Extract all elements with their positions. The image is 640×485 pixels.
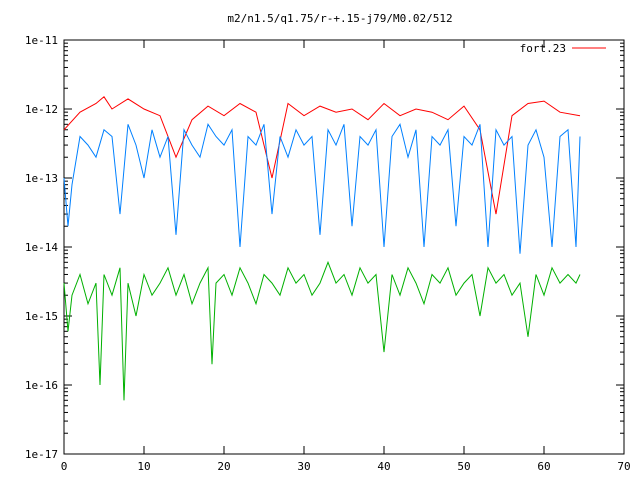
y-tick-label: 1e-16 <box>25 379 58 392</box>
y-tick-label: 1e-13 <box>25 172 58 185</box>
chart-title: m2/n1.5/q1.75/r-+.15-j79/M0.02/512 <box>227 12 452 25</box>
y-tick-label: 1e-15 <box>25 310 58 323</box>
x-tick-label: 20 <box>217 460 230 473</box>
y-tick-label: 1e-17 <box>25 448 58 461</box>
y-tick-label: 1e-11 <box>25 34 58 47</box>
x-tick-label: 10 <box>137 460 150 473</box>
series-line-1 <box>63 96 581 215</box>
x-tick-label: 60 <box>537 460 550 473</box>
x-tick-label: 0 <box>61 460 68 473</box>
legend: fort.23 <box>520 42 606 55</box>
y-tick-label: 1e-14 <box>25 241 58 254</box>
x-tick-label: 50 <box>457 460 470 473</box>
legend-label: fort.23 <box>520 42 566 55</box>
series-layer <box>63 96 581 401</box>
x-tick-label: 70 <box>617 460 630 473</box>
y-tick-label: 1e-12 <box>25 103 58 116</box>
x-tick-label: 30 <box>297 460 310 473</box>
series-line-2 <box>63 123 581 254</box>
axes: 1e-17 1e-16 1e-15 1e-14 1e-13 1e-12 1e-11 0 10 20… <box>25 34 631 473</box>
series-line-3 <box>63 260 581 401</box>
x-tick-label: 40 <box>377 460 390 473</box>
